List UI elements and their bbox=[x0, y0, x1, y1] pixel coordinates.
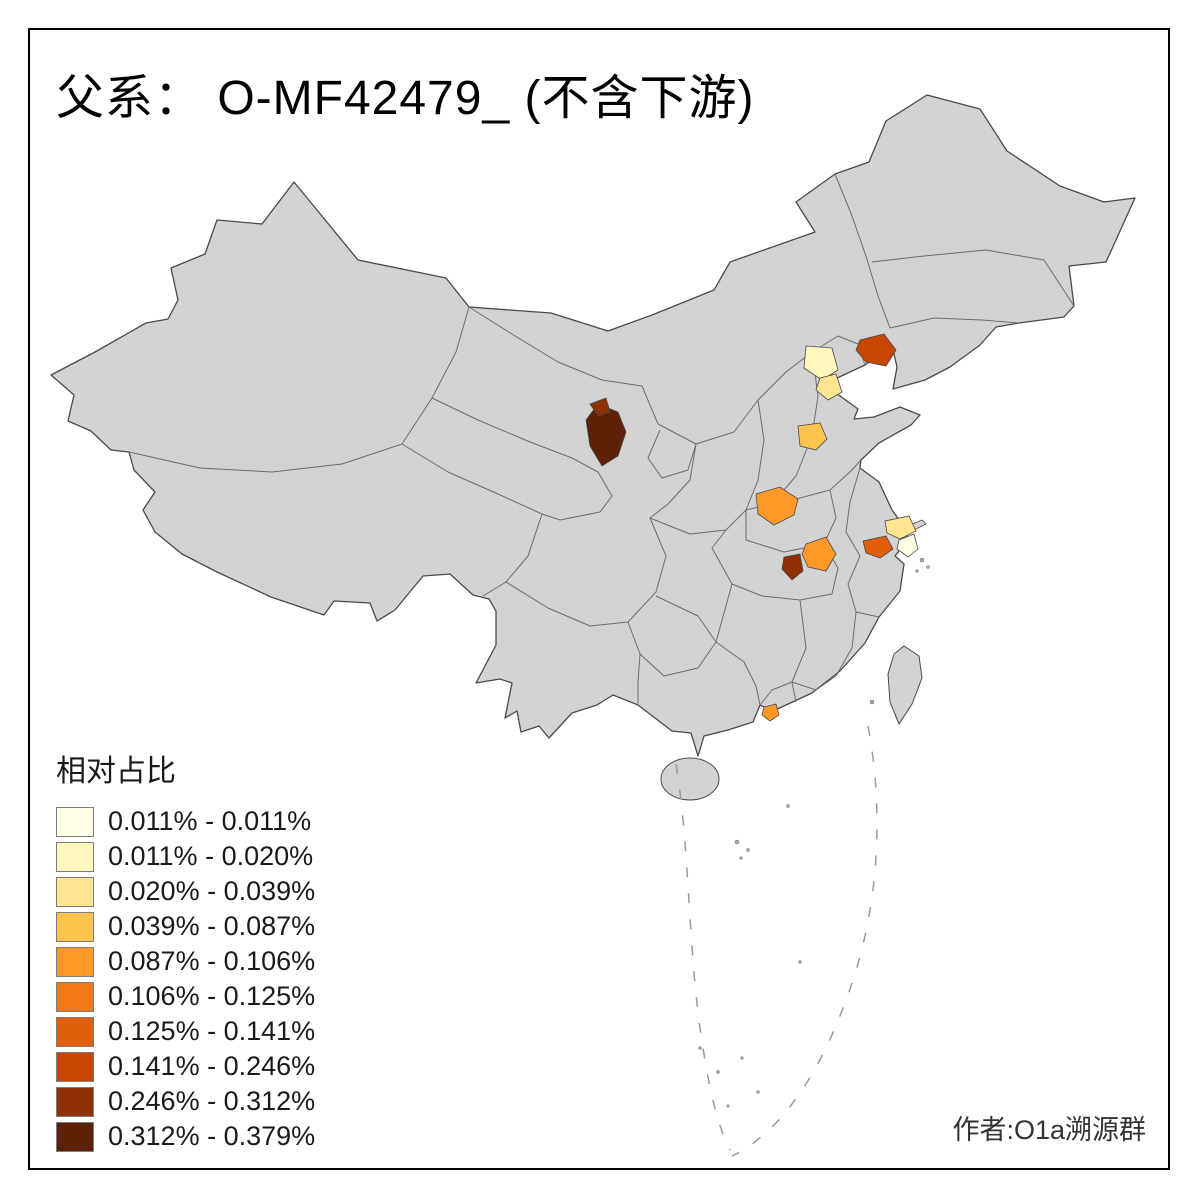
legend: 相对占比 0.011% - 0.011% 0.011% - 0.020% 0.0… bbox=[56, 746, 315, 1156]
legend-label: 0.020% - 0.039% bbox=[108, 876, 316, 906]
legend-label: 0.039% - 0.087% bbox=[108, 911, 316, 941]
island-dot bbox=[869, 699, 875, 705]
legend-swatch bbox=[56, 806, 94, 837]
island-dot bbox=[786, 804, 790, 808]
highlight-region bbox=[855, 333, 897, 367]
legend-swatch bbox=[56, 1016, 94, 1047]
highlight-region bbox=[781, 553, 804, 581]
island-dot bbox=[746, 848, 750, 852]
legend-label: 0.106% - 0.125% bbox=[108, 981, 316, 1011]
highlight-region bbox=[884, 515, 917, 540]
island-dot bbox=[798, 960, 802, 964]
small-islands bbox=[698, 557, 930, 1108]
legend-item: 0.141% - 0.246% bbox=[56, 1051, 315, 1082]
island-dot bbox=[919, 557, 925, 563]
legend-item: 0.011% - 0.011% bbox=[56, 806, 315, 837]
legend-item: 0.125% - 0.141% bbox=[56, 1016, 315, 1047]
island-dot bbox=[915, 569, 919, 573]
legend-swatch bbox=[56, 841, 94, 872]
legend-swatch bbox=[56, 1086, 94, 1117]
legend-swatch bbox=[56, 1121, 94, 1152]
legend-label: 0.011% - 0.011% bbox=[108, 806, 312, 836]
highlight-region bbox=[797, 422, 828, 451]
legend-item: 0.020% - 0.039% bbox=[56, 876, 315, 907]
legend-label: 0.141% - 0.246% bbox=[108, 1051, 316, 1081]
hainan-island bbox=[660, 757, 720, 801]
legend-label: 0.125% - 0.141% bbox=[108, 1016, 316, 1046]
island-dot bbox=[734, 839, 740, 845]
legend-item: 0.087% - 0.106% bbox=[56, 946, 315, 977]
island-dot bbox=[698, 1046, 702, 1050]
taiwan-island bbox=[887, 645, 923, 726]
island-dot bbox=[756, 1090, 760, 1094]
legend-label: 0.087% - 0.106% bbox=[108, 946, 316, 976]
legend-swatch bbox=[56, 981, 94, 1012]
author-credit: 作者:O1a溯源群 bbox=[952, 1115, 1146, 1145]
south-china-sea-dash-line bbox=[675, 725, 878, 1157]
highlight-region bbox=[815, 373, 843, 401]
dash-line-west bbox=[675, 763, 731, 1151]
legend-swatch bbox=[56, 1051, 94, 1082]
island-dot bbox=[716, 1070, 720, 1074]
highlight-region bbox=[589, 397, 611, 417]
dash-line-east bbox=[731, 725, 878, 1157]
legend-swatch bbox=[56, 876, 94, 907]
highlight-region bbox=[761, 703, 780, 722]
legend-title: 相对占比 bbox=[56, 755, 176, 788]
legend-item: 0.039% - 0.087% bbox=[56, 911, 315, 942]
highlight-region bbox=[803, 345, 839, 381]
highlight-region bbox=[862, 535, 894, 559]
legend-item: 0.106% - 0.125% bbox=[56, 981, 315, 1012]
highlighted-regions bbox=[585, 333, 919, 722]
map-title: 父系： O-MF42479_ (不含下游) bbox=[56, 72, 755, 125]
legend-label: 0.246% - 0.312% bbox=[108, 1086, 316, 1116]
legend-swatch bbox=[56, 911, 94, 942]
legend-label: 0.312% - 0.379% bbox=[108, 1121, 316, 1151]
highlight-region bbox=[896, 533, 919, 558]
legend-swatch bbox=[56, 946, 94, 977]
legend-label: 0.011% - 0.020% bbox=[108, 841, 314, 871]
island-dot bbox=[739, 856, 743, 860]
island-dot bbox=[926, 565, 930, 569]
island-dot bbox=[726, 1104, 730, 1108]
legend-item: 0.246% - 0.312% bbox=[56, 1086, 315, 1117]
highlight-region bbox=[585, 403, 627, 467]
province-borders bbox=[128, 173, 1075, 706]
highlight-region bbox=[801, 536, 837, 572]
legend-item: 0.011% - 0.020% bbox=[56, 841, 315, 872]
island-dot bbox=[740, 1056, 744, 1060]
highlight-region bbox=[755, 486, 799, 526]
legend-item: 0.312% - 0.379% bbox=[56, 1121, 315, 1152]
